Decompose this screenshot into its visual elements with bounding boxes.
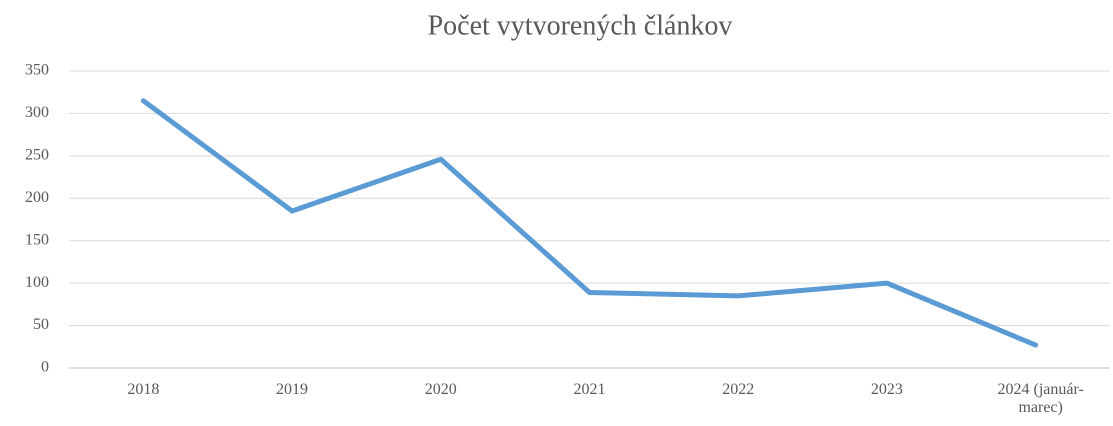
x-tick-label: 2022 [722,381,755,398]
x-tick-label: 2020 [424,381,457,398]
x-tick-label: 2018 [127,381,160,398]
y-tick-label: 100 [25,274,49,291]
y-tick-label: 200 [25,189,49,206]
y-tick-label: 150 [25,231,49,248]
y-tick-label: 250 [25,147,49,164]
y-tick-label: 300 [25,104,49,121]
y-tick-label: 50 [33,316,49,333]
y-tick-label: 350 [25,62,49,79]
chart-title: Počet vytvorených článkov [428,10,733,41]
line [140,98,1039,348]
y-tick-label: 0 [41,359,49,376]
x-tick-label: 2019 [276,381,309,398]
x-tick-label: 2023 [870,381,903,398]
x-tick-label: 2024 (január-marec) [997,381,1084,416]
x-tick-label: 2021 [573,381,606,398]
